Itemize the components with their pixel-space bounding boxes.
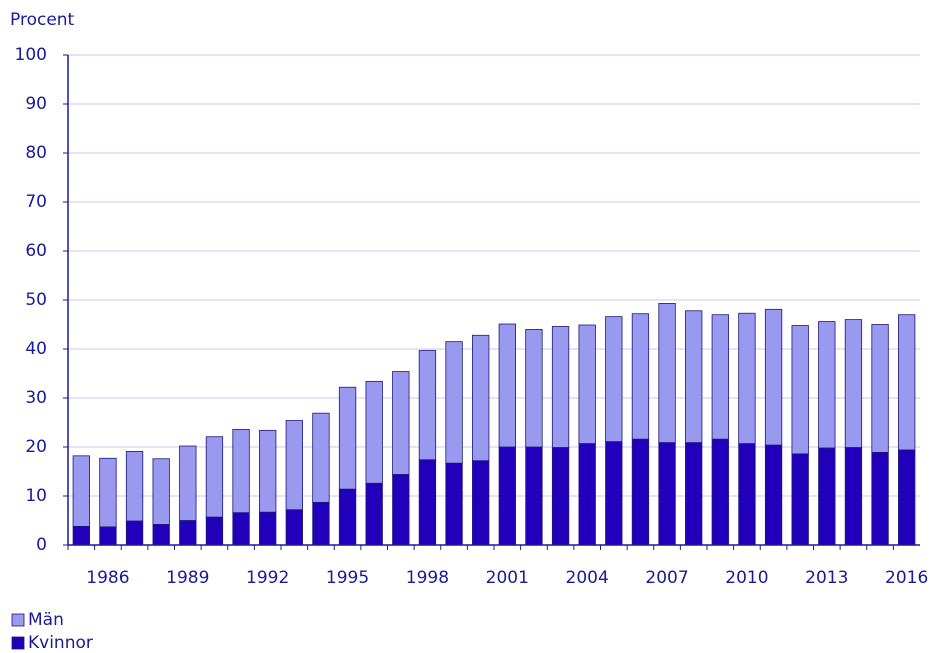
x-tick-label: 2010 (725, 568, 768, 588)
bar-segment (818, 321, 836, 449)
bar-segment (152, 458, 170, 525)
bar-segment (125, 451, 144, 522)
y-tick-label: 10 (25, 486, 47, 506)
bar-segment (365, 482, 383, 546)
bar-segment (871, 451, 889, 546)
bar-segment (99, 526, 117, 546)
bar-segment (844, 447, 863, 546)
legend-swatch (11, 613, 25, 627)
y-axis-label: Procent (10, 10, 75, 30)
x-tick-label: 2016 (885, 568, 928, 588)
bar-segment (578, 324, 596, 444)
legend-swatch (11, 636, 25, 650)
bar-segment (711, 438, 729, 546)
y-tick-label: 100 (15, 45, 47, 65)
bar-segment (658, 442, 676, 546)
y-tick-label: 50 (25, 290, 47, 310)
bar-segment (338, 386, 357, 490)
bar-segment (711, 314, 729, 440)
y-tick-label: 20 (25, 437, 47, 457)
bar-segment (658, 303, 676, 443)
bar-segment (125, 520, 144, 546)
bar-segment (871, 324, 889, 453)
x-tick-label: 1989 (166, 568, 209, 588)
bar-segment (259, 429, 277, 513)
bar-segment (259, 511, 277, 546)
bar-segment (631, 438, 650, 546)
y-tick-label: 80 (25, 143, 47, 163)
y-tick-label: 90 (25, 94, 47, 114)
bar-segment (338, 488, 357, 546)
bar-segment (498, 323, 516, 448)
bar-segment (445, 341, 463, 464)
bar-segment (72, 525, 90, 546)
y-tick-label: 0 (36, 535, 47, 555)
bar-segment (285, 420, 303, 511)
x-tick-label: 1998 (406, 568, 449, 588)
bar-segment (392, 474, 410, 546)
bar-segment (392, 371, 410, 475)
bar-segment (738, 312, 756, 444)
bar-segment (605, 316, 623, 443)
bar-segment (685, 442, 703, 546)
x-tick-label: 2001 (486, 568, 529, 588)
bar-segment (764, 308, 783, 446)
bar-segment (232, 512, 250, 546)
bar-segment (525, 328, 543, 448)
bar-segment (498, 446, 516, 546)
bar-segment (605, 441, 623, 546)
bar-segment (844, 319, 863, 448)
x-tick-label: 2007 (645, 568, 688, 588)
bar-segment (525, 446, 543, 546)
bar-segment (578, 443, 596, 546)
bar-segment (685, 310, 703, 443)
y-tick-label: 40 (25, 339, 47, 359)
bar-segment (764, 444, 783, 546)
bar-segment (445, 462, 463, 546)
bar-segment (365, 380, 383, 484)
bar-segment (152, 524, 170, 546)
bar-segment (418, 459, 437, 546)
bar-segment (472, 334, 490, 462)
bar-segment (738, 443, 756, 546)
bar-segment (791, 453, 809, 546)
y-tick-label: 30 (25, 388, 47, 408)
x-tick-label: 2004 (566, 568, 609, 588)
bar-segment (898, 314, 916, 451)
y-tick-label: 70 (25, 192, 47, 212)
bar-segment (232, 428, 250, 514)
bar-segment (791, 325, 809, 455)
bar-segment (72, 455, 90, 527)
bar-segment (179, 520, 197, 546)
legend-label: Kvinnor (28, 633, 93, 653)
bar-segment (418, 350, 437, 461)
x-tick-label: 1986 (86, 568, 129, 588)
bar-segment (898, 449, 916, 546)
x-tick-label: 2013 (805, 568, 848, 588)
bar-segment (631, 313, 650, 440)
y-tick-label: 60 (25, 241, 47, 261)
bar-segment (551, 447, 570, 546)
x-tick-label: 1995 (326, 568, 369, 588)
bar-segment (312, 412, 330, 503)
bar-segment (472, 460, 490, 546)
bar-segment (205, 516, 224, 546)
bar-segment (205, 436, 224, 518)
x-tick-label: 1992 (246, 568, 289, 588)
bar-segment (551, 326, 570, 448)
bar-segment (99, 457, 117, 528)
bar-segment (818, 447, 836, 546)
bar-segment (312, 501, 330, 546)
legend-label: Män (28, 610, 64, 630)
bar-segment (179, 445, 197, 521)
bar-segment (285, 509, 303, 546)
